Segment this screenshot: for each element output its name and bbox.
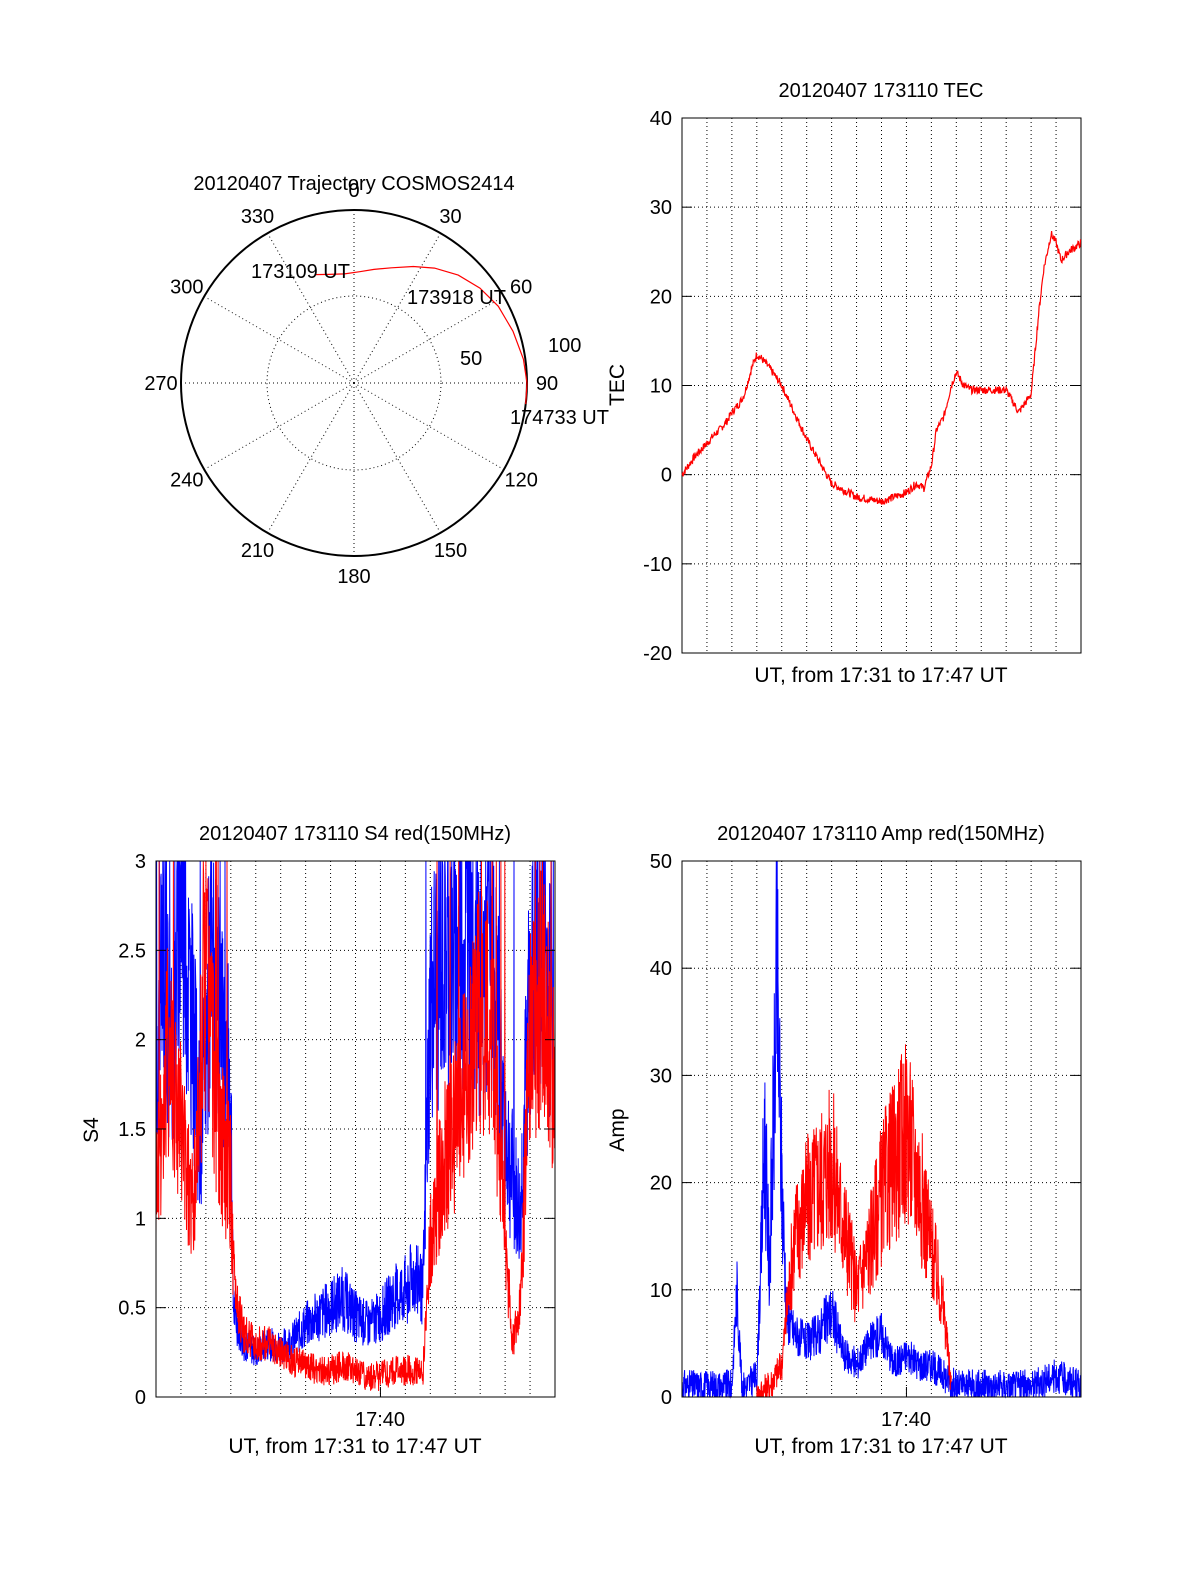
azimuth-label: 150 [434, 540, 467, 562]
s4-y-ticks: 0 0.5 1 1.5 2 2.5 3 [118, 851, 555, 1409]
s4-plot: 20120407 173110 S4 red(150MHz) 0 0.5 1 1.5 2… [80, 823, 556, 1458]
azimuth-label: 90 [536, 373, 558, 395]
amp-plot: 20120407 173110 Amp red(150MHz) 0 10 20 30 4… [606, 823, 1082, 1458]
azimuth-spoke [203, 382, 355, 470]
amp-title: 20120407 173110 Amp red(150MHz) [717, 823, 1045, 845]
amp-x-tick-label: 17:40 [881, 1409, 931, 1431]
s4-title: 20120407 173110 S4 red(150MHz) [199, 823, 511, 845]
azimuth-label: 0 [348, 180, 359, 202]
tec-ytick-label: 40 [650, 108, 672, 130]
s4-ytick-label: 2.5 [118, 940, 146, 962]
azimuth-label: 300 [170, 277, 203, 299]
azimuth-label: 330 [241, 206, 274, 228]
azimuth-spoke [353, 382, 441, 534]
amp-ytick-label: 50 [650, 851, 672, 873]
amp-ytick-label: 10 [650, 1280, 672, 1302]
tec-ytick-label: 10 [650, 376, 672, 398]
azimuth-spoke [267, 232, 355, 384]
azimuth-label: 60 [510, 277, 532, 299]
azimuth-label: 210 [241, 540, 274, 562]
s4-ytick-label: 0.5 [118, 1298, 146, 1320]
tec-x-axis-label: UT, from 17:31 to 17:47 UT [754, 664, 1007, 687]
amp-ytick-label: 40 [650, 958, 672, 980]
elevation-label-100: 100 [548, 335, 581, 357]
s4-ytick-label: 1.5 [118, 1119, 146, 1141]
amp-frame [681, 860, 1082, 1398]
amp-series-blue [681, 860, 1082, 1399]
tec-series-line [681, 231, 1082, 505]
amp-x-axis-label: UT, from 17:31 to 17:47 UT [754, 1435, 1007, 1458]
trajectory-line [314, 265, 528, 405]
s4-ytick-label: 0 [135, 1387, 146, 1409]
elevation-circle [266, 295, 442, 471]
tec-ytick-label: 30 [650, 197, 672, 219]
tec-grid [682, 118, 1081, 653]
amp-y-ticks: 0 10 20 30 40 50 [650, 851, 1081, 1409]
azimuth-label: 180 [337, 566, 370, 588]
start-time-label: 173109 UT [251, 261, 350, 283]
azimuth-spoke [203, 296, 355, 384]
amp-ytick-label: 20 [650, 1173, 672, 1195]
azimuth-label: 270 [144, 373, 177, 395]
s4-x-axis-label: UT, from 17:31 to 17:47 UT [228, 1435, 481, 1458]
s4-ytick-label: 3 [135, 851, 146, 873]
azimuth-spoke [353, 232, 441, 384]
s4-ytick-label: 2 [135, 1030, 146, 1052]
s4-ytick-label: 1 [135, 1208, 146, 1230]
azimuth-label: 120 [504, 470, 537, 492]
tec-y-axis-label: TEC [606, 364, 629, 406]
elevation-label-50: 50 [460, 348, 482, 370]
amp-ytick-label: 0 [661, 1387, 672, 1409]
azimuth-spoke [353, 382, 505, 470]
azimuth-label: 240 [170, 470, 203, 492]
s4-x-tick-label: 17:40 [355, 1409, 405, 1431]
azimuth-label: 30 [439, 206, 461, 228]
s4-series-red [155, 860, 556, 1392]
tec-ytick-label: 20 [650, 286, 672, 308]
azimuth-labels: 0 30 60 90 120 150 180 210 240 270 300 330 [144, 180, 558, 588]
azimuth-spokes [181, 210, 527, 556]
azimuth-spoke [267, 382, 355, 534]
azimuth-spoke [353, 296, 505, 384]
tec-ytick-label: -20 [643, 643, 672, 665]
amp-series [681, 860, 1082, 1399]
trajectory-plot: 20120407 Trajectory COSMOS2414 0 30 60 90 12… [144, 173, 609, 588]
amp-ytick-label: 30 [650, 1065, 672, 1087]
amp-series-red [756, 1044, 952, 1398]
end-time-label: 174733 UT [510, 407, 609, 429]
trajectory-title: 20120407 Trajectory COSMOS2414 [193, 173, 514, 195]
tec-ytick-label: 0 [661, 465, 672, 487]
amp-y-axis-label: Amp [606, 1108, 629, 1151]
tec-title: 20120407 173110 TEC [779, 80, 984, 102]
s4-y-axis-label: S4 [80, 1117, 103, 1143]
mid-time-label: 173918 UT [407, 287, 506, 309]
tec-y-ticks: -20 -10 0 10 20 30 40 [643, 108, 1081, 665]
tec-ytick-label: -10 [643, 554, 672, 576]
